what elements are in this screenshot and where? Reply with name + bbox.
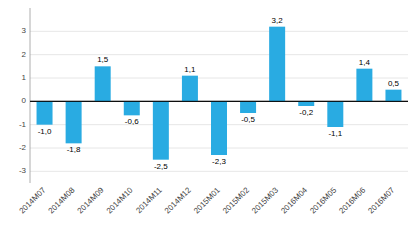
data-label: -1,0 (38, 127, 52, 136)
x-tick-label: 2014M08 (47, 185, 77, 215)
x-tick-label: 2016M07 (366, 185, 396, 215)
x-tick-label: 2014M11 (134, 185, 164, 215)
zero-line (30, 101, 408, 102)
y-axis-line (30, 8, 31, 183)
y-tick-label: 2 (22, 50, 27, 59)
y-tick-label: 1 (22, 73, 27, 82)
grid-line (30, 31, 408, 32)
bar (385, 90, 401, 102)
grid-line (30, 54, 408, 55)
bar (153, 101, 169, 159)
bar (182, 76, 198, 102)
data-label: 1,4 (359, 58, 371, 67)
y-tick-label: 3 (22, 26, 27, 35)
x-tick-label: 2014M10 (105, 185, 135, 215)
x-tick-label: 2015M01 (192, 185, 222, 215)
bars (37, 27, 402, 160)
data-label: -2,3 (212, 157, 226, 166)
grid (30, 31, 408, 171)
x-tick-label: 2015M03 (250, 185, 280, 215)
data-label: -0,2 (299, 108, 313, 117)
bar (356, 69, 372, 102)
y-tick-label: -2 (19, 143, 27, 152)
bar (66, 101, 82, 143)
bar (211, 101, 227, 155)
bar (298, 101, 314, 106)
bar (327, 101, 343, 127)
x-tick-label: 2014M12 (163, 185, 193, 215)
y-tick-label: -3 (19, 166, 27, 175)
grid-line (30, 78, 408, 79)
data-label: -0,5 (241, 115, 255, 124)
bar (95, 66, 111, 101)
zero-line (30, 101, 408, 102)
y-tick-label: 0 (22, 96, 27, 105)
x-tick-label: 2016M04 (279, 185, 309, 215)
x-tick-label: 2016M05 (308, 185, 338, 215)
data-label: 1,5 (97, 55, 109, 64)
data-label: -1,8 (67, 145, 81, 154)
chart-container: -3 -2 -1 0 1 2 3 -1,0 -1,8 1,5 -0,6 -2,5 1,1 -2,3 -0,5… (0, 0, 416, 227)
bar (124, 101, 140, 115)
x-tick-label: 2014M09 (76, 185, 106, 215)
bar (37, 101, 53, 124)
data-label: -2,5 (154, 162, 168, 171)
x-tick-label: 2016M06 (337, 185, 367, 215)
bar (240, 101, 256, 113)
x-tick-label: 2015M02 (221, 185, 251, 215)
data-label: 1,1 (184, 65, 196, 74)
x-tick-label: 2014M07 (17, 185, 47, 215)
data-label: -0,6 (125, 117, 139, 126)
data-label: 0,5 (388, 79, 400, 88)
chart: -3 -2 -1 0 1 2 3 -1,0 -1,8 1,5 -0,6 -2,5 1,1 -2,3 -0,5… (0, 0, 416, 227)
y-tick-label: -1 (19, 120, 27, 129)
grid-line (30, 171, 408, 172)
data-label: -1,1 (328, 129, 342, 138)
data-label: 3,2 (272, 16, 284, 25)
bar (269, 27, 285, 102)
